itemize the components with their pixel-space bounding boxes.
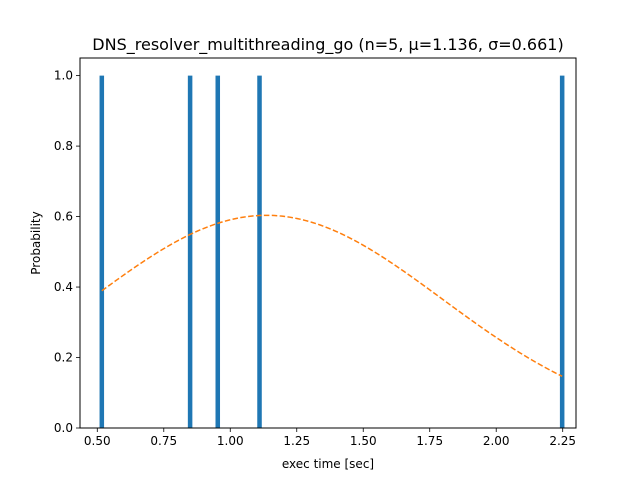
- y-tick-label-2: 0.4: [54, 280, 73, 294]
- bar-3: [257, 75, 262, 428]
- x-tick-label-1: 0.75: [150, 434, 177, 448]
- fit-curve: [101, 214, 563, 378]
- x-axis: 0.50 0.75 1.00 1.25 1.50 1.75 2.00 2.25: [84, 428, 576, 448]
- fit-line-group: [101, 214, 563, 378]
- y-tick-label-4: 0.8: [54, 139, 73, 153]
- chart-title: DNS_resolver_multithreading_go (n=5, μ=1…: [92, 35, 563, 55]
- y-tick-label-1: 0.2: [54, 351, 73, 365]
- x-tick-label-7: 2.25: [549, 434, 576, 448]
- y-tick-label-5: 1.0: [54, 69, 73, 83]
- x-tick-label-5: 1.75: [416, 434, 443, 448]
- bar-1: [187, 75, 193, 428]
- bar-2: [215, 75, 221, 428]
- x-tick-label-0: 0.50: [84, 434, 111, 448]
- y-axis: 0.0 0.2 0.4 0.6 0.8 1.0: [54, 69, 80, 435]
- bar-0: [99, 75, 105, 428]
- x-axis-label: exec time [sec]: [282, 457, 374, 471]
- x-tick-label-4: 1.50: [350, 434, 377, 448]
- x-tick-label-3: 1.25: [283, 434, 310, 448]
- y-tick-label-0: 0.0: [54, 421, 73, 435]
- y-axis-label: Probability: [29, 211, 43, 274]
- bar-series: [99, 75, 565, 428]
- bar-4: [559, 75, 565, 428]
- x-tick-label-2: 1.00: [217, 434, 244, 448]
- plot-frame: [79, 57, 577, 429]
- y-tick-label-3: 0.6: [54, 210, 73, 224]
- x-tick-label-6: 2.00: [483, 434, 510, 448]
